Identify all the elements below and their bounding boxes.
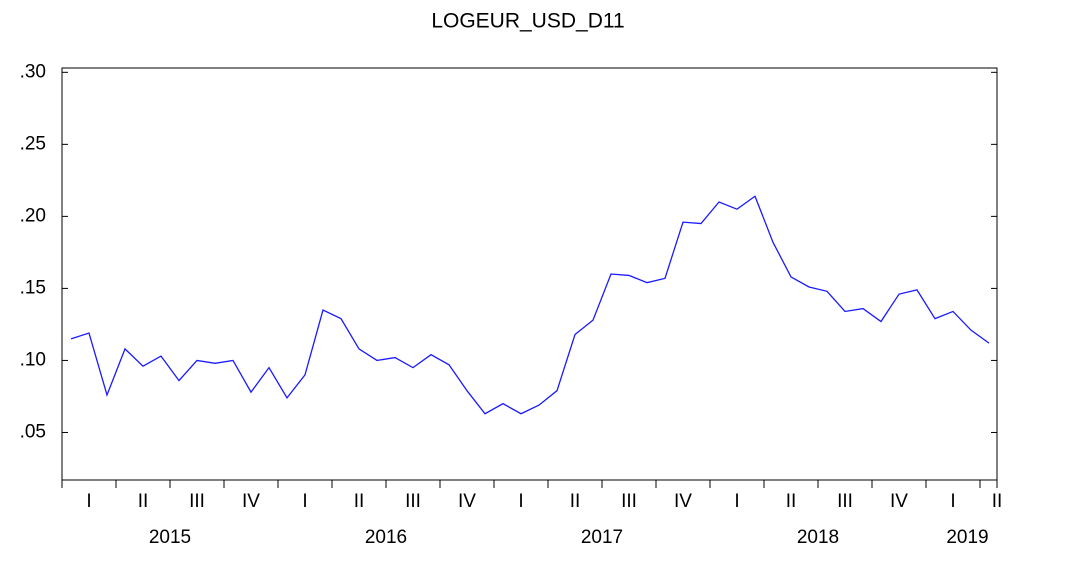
quarter-label: II	[992, 491, 1003, 512]
plot-frame	[61, 67, 998, 481]
quarter-label: I	[950, 491, 955, 512]
y-tick-label: .25	[20, 133, 46, 154]
quarter-label: I	[86, 491, 91, 512]
y-tick-label: .30	[20, 61, 46, 82]
quarter-label: III	[405, 491, 421, 512]
y-tick-label: .15	[20, 277, 46, 298]
quarter-label: III	[189, 491, 205, 512]
quarter-label: II	[138, 491, 149, 512]
quarter-label: IV	[458, 491, 476, 512]
quarter-label: I	[518, 491, 523, 512]
chart-title: LOGEUR_USD_D11	[431, 10, 624, 33]
series-line	[70, 195, 990, 415]
y-tick-label: .20	[20, 205, 46, 226]
quarter-label: II	[570, 491, 581, 512]
year-label: 2015	[149, 527, 191, 548]
quarter-label: III	[837, 491, 853, 512]
quarter-label: II	[354, 491, 365, 512]
quarter-label: IV	[242, 491, 260, 512]
quarter-label: I	[734, 491, 739, 512]
year-label: 2019	[946, 527, 988, 548]
year-label: 2018	[797, 527, 839, 548]
quarter-label: IV	[674, 491, 692, 512]
y-tick-label: .10	[20, 349, 46, 370]
quarter-label: III	[621, 491, 637, 512]
year-label: 2017	[581, 527, 623, 548]
quarter-label: I	[302, 491, 307, 512]
year-label: 2016	[365, 527, 407, 548]
quarter-label: II	[786, 491, 797, 512]
quarter-label: IV	[890, 491, 908, 512]
y-tick-label: .05	[20, 421, 46, 442]
